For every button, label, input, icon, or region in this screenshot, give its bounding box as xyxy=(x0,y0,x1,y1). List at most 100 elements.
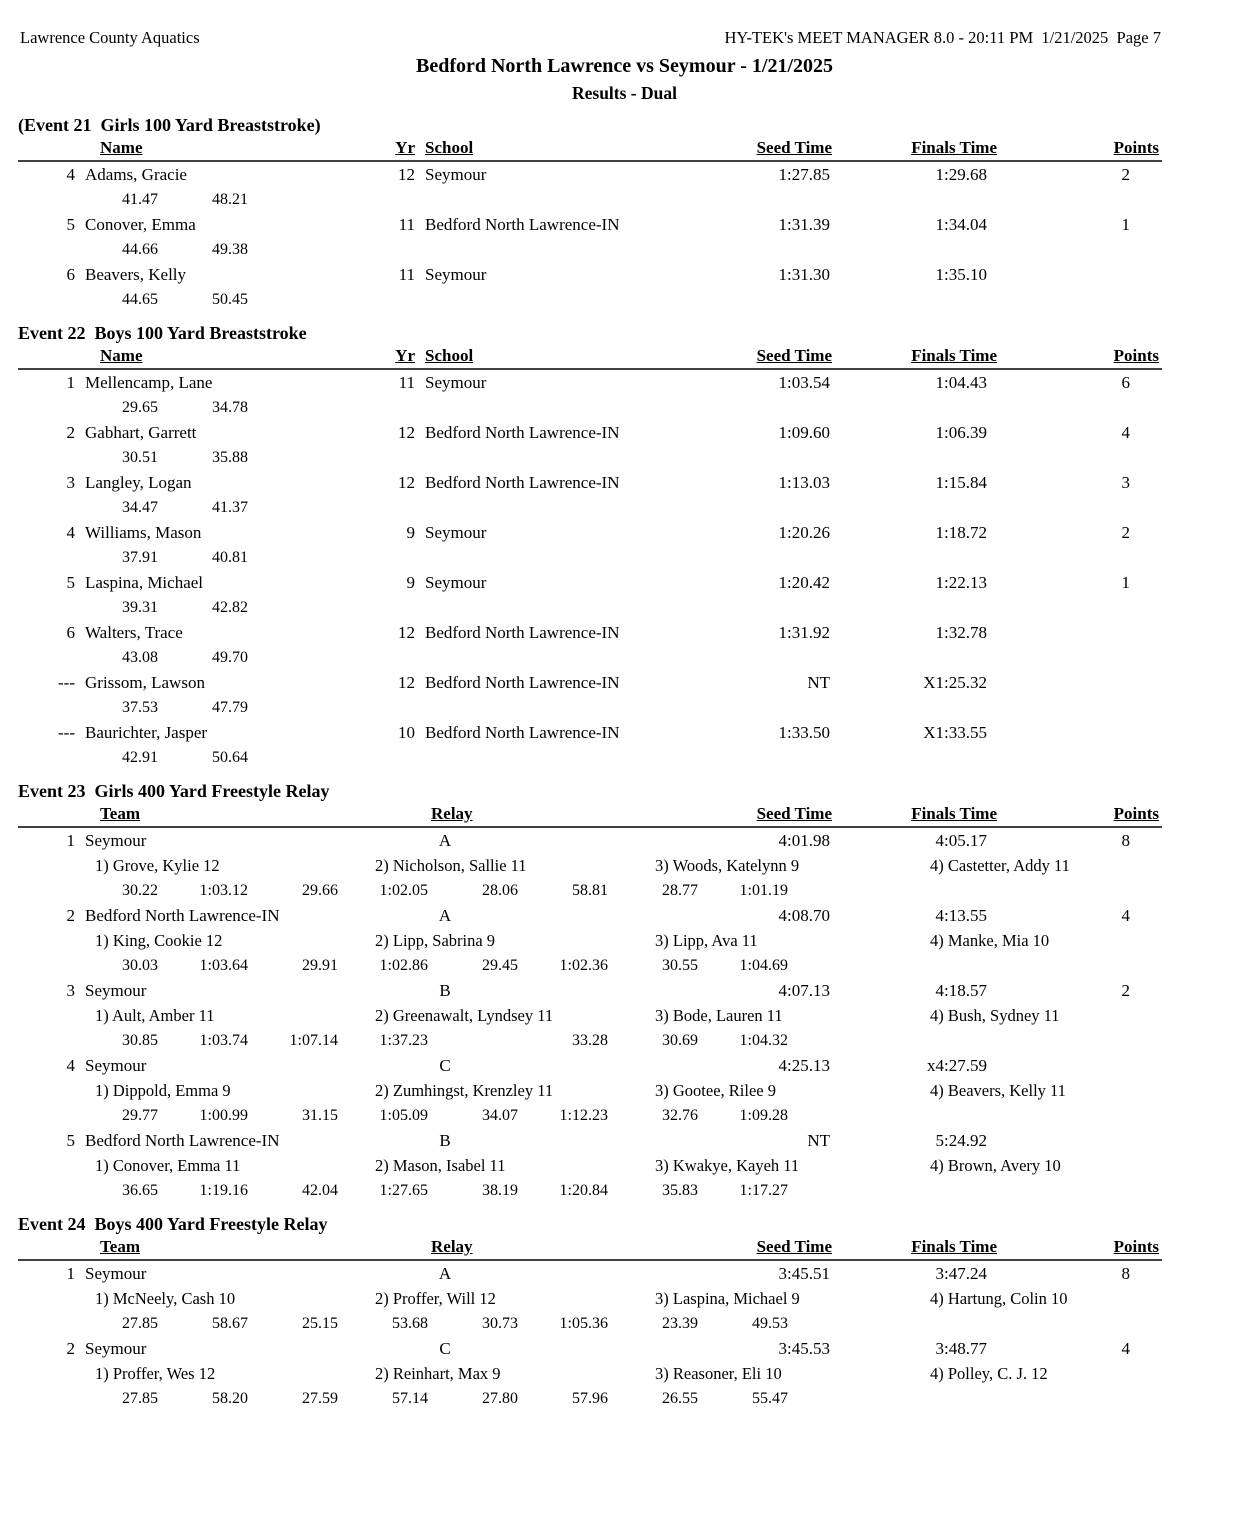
split-time: 32.76 xyxy=(662,1107,698,1124)
points: 2 xyxy=(1121,981,1131,1000)
split-time: 49.38 xyxy=(212,241,248,258)
result-row: 5 Laspina, Michael 9 Seymour 1:20.42 1:2… xyxy=(0,570,1249,620)
swimmer-name: Langley, Logan xyxy=(85,473,192,492)
splits-line: 34.47 41.37 xyxy=(0,495,1249,520)
finals-time: 1:32.78 xyxy=(935,623,987,642)
swimmer-year: 12 xyxy=(398,673,415,692)
swimmer-year: 9 xyxy=(406,523,416,542)
splits-line: 30.22 1:03.12 29.66 1:02.05 28.06 58.81 28.77 1… xyxy=(0,878,1249,903)
event-title: Event 23 Girls 400 Yard Freestyle Relay xyxy=(18,781,330,801)
splits-line: 42.91 50.64 xyxy=(0,745,1249,770)
split-time: 1:03.12 xyxy=(199,882,248,899)
result-row: 2 Gabhart, Garrett 12 Bedford North Lawr… xyxy=(0,420,1249,470)
split-time: 34.78 xyxy=(212,399,248,416)
team-name: Bedford North Lawrence-IN xyxy=(85,906,280,925)
result-main-line: 1 Seymour A 3:45.51 3:47.24 8 xyxy=(0,1261,1249,1286)
place: 2 xyxy=(66,906,76,925)
result-main-line: 5 Bedford North Lawrence-IN B NT 5:24.92 xyxy=(0,1128,1249,1153)
split-time: 34.47 xyxy=(122,499,158,516)
swimmer-year: 12 xyxy=(398,165,415,184)
relay-swimmer: 1) King, Cookie 12 xyxy=(95,931,223,950)
seed-time: 1:13.03 xyxy=(778,473,830,492)
split-time: 55.47 xyxy=(752,1390,788,1407)
col-finals-label: Finals Time xyxy=(911,1237,997,1256)
points: 6 xyxy=(1121,373,1131,392)
relay-result-row: 2 Bedford North Lawrence-IN A 4:08.70 4:… xyxy=(0,903,1249,978)
seed-time: 1:20.26 xyxy=(778,523,830,542)
split-time: 1:27.65 xyxy=(379,1182,428,1199)
event-title: (Event 21 Girls 100 Yard Breaststroke) xyxy=(18,115,321,135)
result-main-line: 2 Seymour C 3:45.53 3:48.77 4 xyxy=(0,1336,1249,1361)
swimmer-name: Beavers, Kelly xyxy=(85,265,187,284)
finals-time: x4:27.59 xyxy=(927,1056,987,1075)
relay-letter: A xyxy=(438,906,452,925)
event-section: Event 24 Boys 400 Yard Freestyle Relay T… xyxy=(0,1213,1249,1411)
col-team-label: Team xyxy=(100,1237,140,1256)
splits-line: 41.47 48.21 xyxy=(0,187,1249,212)
relay-swimmer: 2) Zumhingst, Krenzley 11 xyxy=(375,1081,554,1100)
seed-time: 1:31.39 xyxy=(778,215,830,234)
swimmer-name: Walters, Trace xyxy=(85,623,183,642)
relay-swimmer: 3) Laspina, Michael 9 xyxy=(655,1289,800,1308)
split-time: 41.47 xyxy=(122,191,158,208)
relay-swimmer: 1) Grove, Kylie 12 xyxy=(95,856,220,875)
split-time: 41.37 xyxy=(212,499,248,516)
report-info: HY-TEK's MEET MANAGER 8.0 - 20:11 PM 1/2… xyxy=(724,28,1161,47)
result-row: 5 Conover, Emma 11 Bedford North Lawrenc… xyxy=(0,212,1249,262)
finals-time: 3:47.24 xyxy=(935,1264,987,1283)
finals-time: 1:04.43 xyxy=(935,373,987,392)
split-time: 57.14 xyxy=(392,1390,428,1407)
split-time: 29.91 xyxy=(302,957,338,974)
result-row: --- Baurichter, Jasper 10 Bedford North … xyxy=(0,720,1249,770)
relay-swimmer: 2) Lipp, Sabrina 9 xyxy=(375,931,496,950)
result-row: --- Grissom, Lawson 12 Bedford North Law… xyxy=(0,670,1249,720)
event-rows: 4 Adams, Gracie 12 Seymour 1:27.85 1:29.… xyxy=(0,162,1249,312)
seed-time: 1:27.85 xyxy=(778,165,830,184)
split-time: 1:05.09 xyxy=(379,1107,428,1124)
splits-line: 44.66 49.38 xyxy=(0,237,1249,262)
swimmer-year: 9 xyxy=(406,573,416,592)
finals-time: 4:18.57 xyxy=(935,981,987,1000)
school-name: Seymour xyxy=(425,523,487,542)
split-time: 44.66 xyxy=(122,241,158,258)
relay-letter: B xyxy=(439,1131,451,1150)
relay-result-row: 1 Seymour A 3:45.51 3:47.24 8 1) McNeely… xyxy=(0,1261,1249,1336)
column-header-row: Team Relay Seed Time Finals Time Points xyxy=(18,1235,1162,1261)
seed-time: 4:08.70 xyxy=(778,906,830,925)
splits-line: 27.85 58.67 25.15 53.68 30.73 1:05.36 23.39 49.… xyxy=(0,1311,1249,1336)
event-section: (Event 21 Girls 100 Yard Breaststroke) N… xyxy=(0,114,1249,312)
points: 4 xyxy=(1121,1339,1131,1358)
split-time: 30.73 xyxy=(482,1315,518,1332)
split-time: 1:05.36 xyxy=(559,1315,608,1332)
swimmer-name: Laspina, Michael xyxy=(85,573,204,592)
team-name: Seymour xyxy=(85,981,147,1000)
school-name: Seymour xyxy=(425,165,487,184)
split-time: 29.45 xyxy=(482,957,518,974)
points: 8 xyxy=(1121,1264,1131,1283)
split-time: 29.66 xyxy=(302,882,338,899)
swimmer-name: Williams, Mason xyxy=(85,523,202,542)
result-main-line: 2 Bedford North Lawrence-IN A 4:08.70 4:… xyxy=(0,903,1249,928)
relay-result-row: 3 Seymour B 4:07.13 4:18.57 2 1) Ault, A… xyxy=(0,978,1249,1053)
split-time: 28.06 xyxy=(482,882,518,899)
event-title: Event 24 Boys 400 Yard Freestyle Relay xyxy=(18,1214,328,1234)
seed-time: 1:09.60 xyxy=(778,423,830,442)
relay-swimmer: 3) Kwakye, Kayeh 11 xyxy=(655,1156,800,1175)
finals-time: 1:18.72 xyxy=(935,523,987,542)
relay-swimmer: 3) Bode, Lauren 11 xyxy=(655,1006,783,1025)
swimmers-line: 1) McNeely, Cash 10 2) Proffer, Will 12 3)… xyxy=(0,1286,1249,1311)
school-name: Bedford North Lawrence-IN xyxy=(425,473,620,492)
swimmer-year: 11 xyxy=(398,373,415,392)
relay-swimmer: 3) Lipp, Ava 11 xyxy=(655,931,758,950)
col-seed-label: Seed Time xyxy=(756,1237,832,1256)
split-time: 42.82 xyxy=(212,599,248,616)
place: 6 xyxy=(66,265,76,284)
splits-line: 30.85 1:03.74 1:07.14 1:37.23 33.28 30.69 1:04… xyxy=(0,1028,1249,1053)
relay-result-row: 5 Bedford North Lawrence-IN B NT 5:24.92… xyxy=(0,1128,1249,1203)
place: 3 xyxy=(66,981,76,1000)
split-time: 1:02.05 xyxy=(379,882,428,899)
split-time: 1:19.16 xyxy=(199,1182,248,1199)
col-points-label: Points xyxy=(1113,804,1159,823)
splits-line: 37.53 47.79 xyxy=(0,695,1249,720)
place: 6 xyxy=(66,623,76,642)
